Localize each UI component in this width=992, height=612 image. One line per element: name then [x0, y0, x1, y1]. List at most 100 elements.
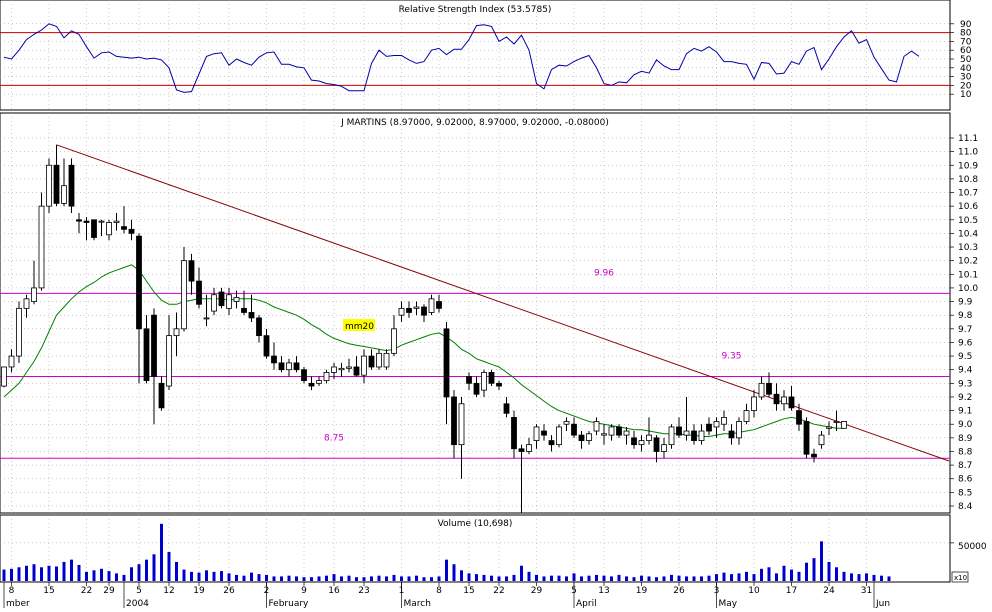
rsi-tick-label: 80 [960, 29, 972, 39]
candle-body [53, 164, 60, 204]
candle-body [406, 307, 412, 313]
candle-body [751, 396, 757, 411]
price-tick-label: 9.2 [958, 393, 972, 403]
volume-bar [610, 576, 613, 581]
volume-bar [745, 571, 748, 581]
x-tick-label: 15 [463, 586, 474, 596]
rsi-title: Relative Strength Index (53.5785) [399, 5, 552, 15]
volume-bar [175, 561, 178, 581]
candle-body [286, 362, 292, 371]
candle-body [841, 421, 847, 429]
candle-body [323, 372, 330, 382]
price-tick-label: 11.0 [958, 148, 978, 158]
candle-body [23, 298, 30, 309]
candle-body [38, 205, 45, 289]
volume-bar [872, 574, 876, 581]
x-tick-label: 10 [748, 586, 760, 596]
volume-bar [70, 559, 73, 581]
volume-bar [265, 574, 268, 581]
volume-bar [677, 575, 681, 581]
period-label: May [719, 599, 738, 608]
volume-bar [332, 574, 336, 581]
price-tick-label: 9.9 [958, 298, 973, 308]
volume-bar [340, 576, 343, 581]
volume-bar [752, 574, 756, 581]
volume-bar [595, 574, 598, 581]
level-label: 9.96 [594, 268, 614, 278]
volume-bar [445, 559, 448, 581]
candle-body [413, 306, 420, 309]
volume-bar [197, 572, 201, 581]
candle-body [256, 317, 262, 337]
volume-bar [767, 567, 771, 581]
volume-bar [407, 576, 411, 581]
candle-body [556, 426, 562, 446]
x-tick-label: 15 [43, 586, 54, 596]
volume-bar [490, 575, 493, 581]
price-tick-label: 10.6 [958, 202, 978, 212]
volume-bar [32, 564, 36, 581]
candle-body [833, 421, 840, 423]
volume-bar [760, 568, 763, 581]
x-tick-label: 26 [673, 586, 685, 596]
candle-body [728, 430, 735, 439]
candle-body [541, 430, 547, 436]
candle-body [503, 403, 510, 414]
price-tick-label: 10.1 [958, 270, 978, 280]
volume-bar [377, 575, 381, 581]
candle-body [196, 280, 202, 305]
volume-bar [137, 564, 141, 581]
ma-label-group: mm20 [343, 319, 375, 332]
candle-body [151, 314, 157, 377]
volume-bar [805, 562, 808, 581]
price-panel: J MARTINS (8.97000, 9.02000, 8.97000, 9.… [0, 112, 978, 514]
volume-bar [535, 574, 538, 581]
volume-bar [460, 570, 463, 581]
volume-bar [452, 564, 456, 581]
candle-body [391, 328, 397, 354]
volume-bar [55, 566, 58, 581]
period-label: April [576, 599, 597, 608]
x-tick-label: 26 [223, 586, 235, 596]
candlesticks [1, 144, 847, 513]
rsi-levels [0, 32, 950, 86]
volume-bar [152, 554, 156, 581]
volume-bar [842, 571, 846, 581]
volume-bar [362, 577, 366, 581]
period-label: Jun [875, 599, 890, 608]
volume-bar [190, 571, 193, 581]
volume-bar [272, 576, 276, 581]
candle-body [398, 307, 405, 316]
volume-title: Volume (10,698) [438, 519, 513, 529]
volume-bar [115, 573, 118, 581]
candle-body [173, 328, 180, 337]
price-y-axis: 8.4 8.5 8.6 8.7 8.8 8.9 9.0 9.1 9.2 9.3 9.4 9.5 9.6 9… [950, 134, 978, 512]
candle-body [496, 382, 502, 387]
candle-body [421, 306, 427, 316]
candle-body [368, 355, 375, 368]
volume-bar [512, 574, 516, 581]
candle-body [601, 433, 607, 436]
candle-body [518, 448, 525, 452]
candle-body [511, 417, 517, 450]
x-tick-label: 19 [193, 586, 205, 596]
candle-body [796, 410, 802, 425]
volume-bar [242, 575, 246, 581]
candle-body [481, 372, 487, 391]
volume-bar [287, 575, 291, 581]
ma-label: mm20 [345, 322, 374, 332]
volume-bar [370, 576, 373, 581]
x-tick-label: 13 [598, 586, 609, 596]
volume-bar [160, 523, 163, 581]
volume-bar [850, 573, 853, 581]
price-tick-label: 10.4 [958, 229, 978, 239]
volume-bar [2, 569, 6, 581]
candle-body [533, 426, 540, 441]
volume-bar [122, 574, 126, 581]
rsi-line [3, 23, 920, 93]
volume-bar [347, 575, 351, 581]
volume-bar [205, 570, 208, 581]
volume-bar [625, 576, 628, 581]
